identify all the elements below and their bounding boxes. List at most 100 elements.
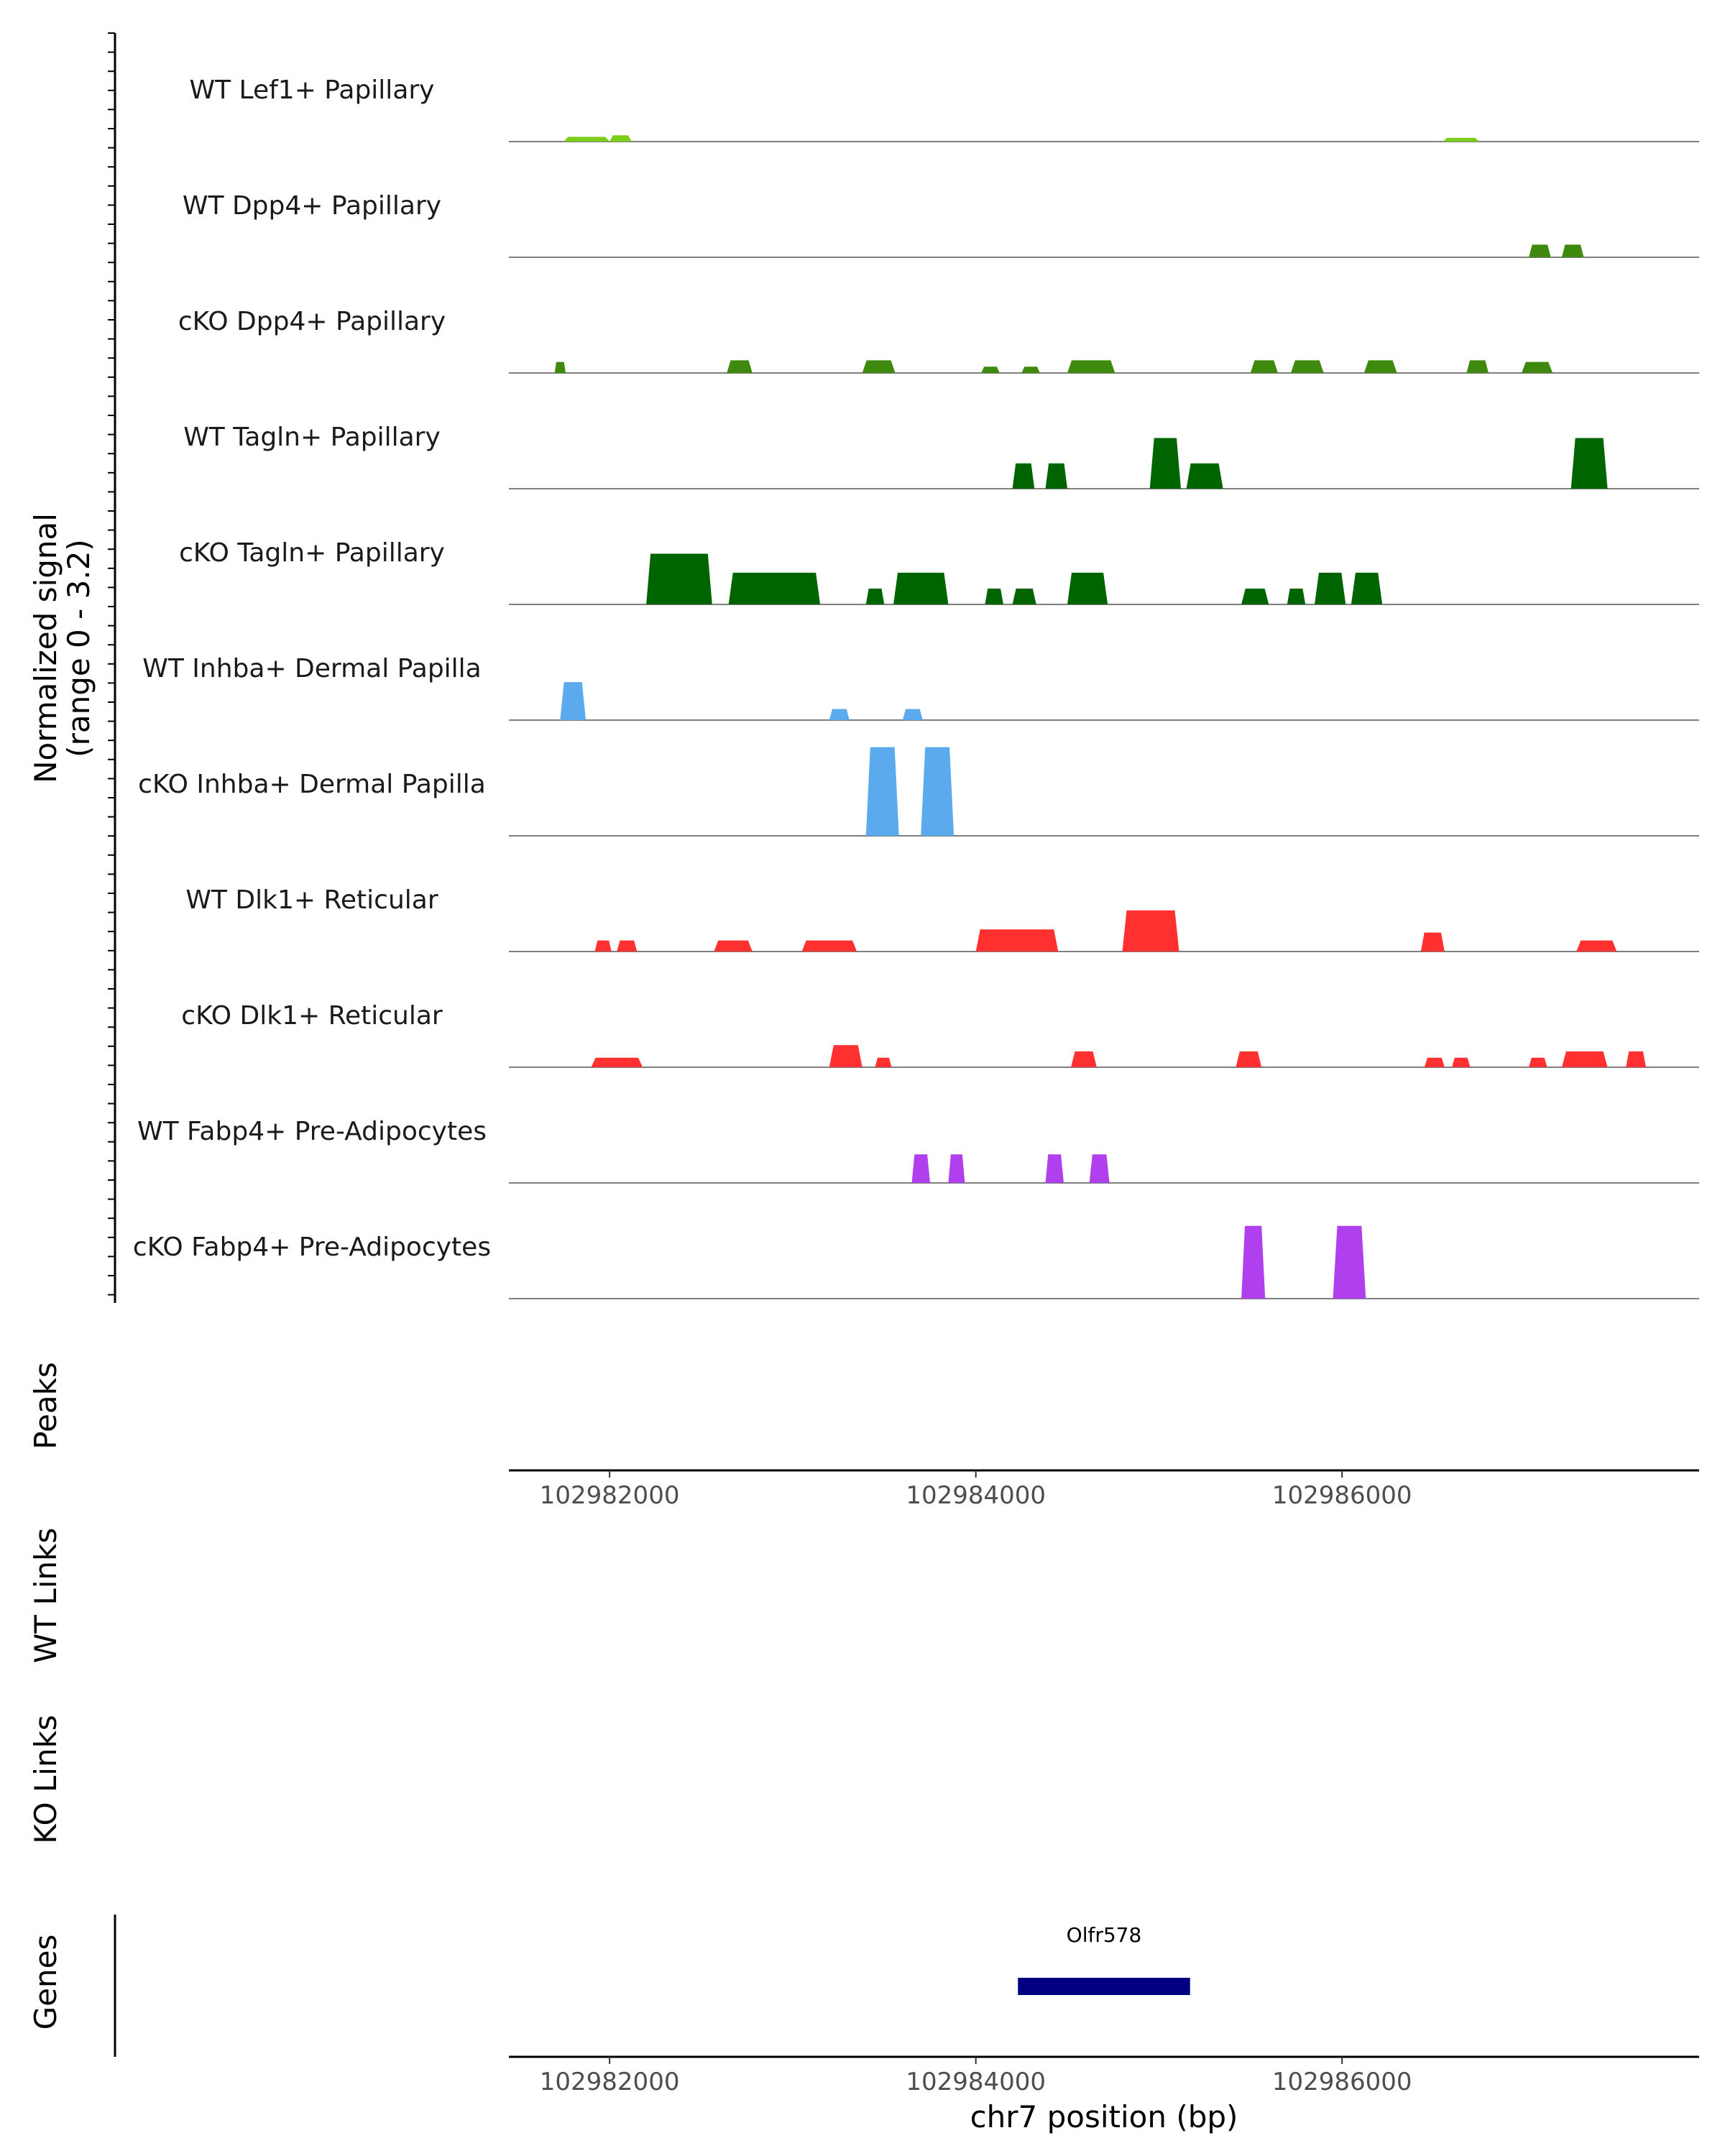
track-8: WT Dlk1+ Reticular (185, 885, 1699, 952)
signal-peak (1290, 360, 1324, 373)
signal-peak (1067, 360, 1116, 373)
signal-peak (801, 940, 857, 952)
signal-peak (591, 1057, 643, 1067)
signal-peak (829, 709, 850, 720)
track-label: WT Lef1+ Papillary (190, 75, 435, 105)
signal-peak (1452, 1057, 1471, 1067)
signal-peak (1529, 244, 1551, 257)
coverage-tracks: WT Lef1+ Papillary WT Dpp4+ Papillary cKO … (133, 75, 1699, 1299)
signal-peak (911, 1154, 930, 1183)
signal-peak (1420, 932, 1445, 952)
signal-peak (1089, 1154, 1110, 1183)
track-label: cKO Dlk1+ Reticular (181, 1001, 443, 1031)
signal-peak (1466, 360, 1489, 373)
signal-peak (610, 135, 632, 142)
genes-track: Olfr578 (1018, 1923, 1190, 1995)
signal-peak (875, 1057, 892, 1067)
x-tick-label: 102984000 (906, 2068, 1046, 2096)
track-9: cKO Dlk1+ Reticular (181, 1001, 1699, 1068)
signal-peak (1363, 360, 1397, 373)
track-11: cKO Fabp4+ Pre-Adipocytes (133, 1225, 1699, 1299)
signal-peak (865, 589, 885, 604)
track-label: cKO Inhba+ Dermal Papilla (138, 770, 486, 799)
signal-peak (1333, 1225, 1366, 1299)
track-5: cKO Tagln+ Papillary (179, 538, 1699, 605)
x-tick-label: 102986000 (1272, 2068, 1412, 2096)
signal-peak (865, 747, 899, 836)
signal-peak (985, 589, 1003, 604)
track-4: WT Tagln+ Papillary (183, 423, 1699, 489)
signal-peak (1186, 463, 1223, 489)
track-2: WT Dpp4+ Papillary (183, 191, 1699, 258)
signal-peak (1012, 589, 1036, 604)
x-tick-label: 102986000 (1272, 1481, 1412, 1510)
signal-peak (975, 929, 1059, 952)
signal-peak (728, 572, 821, 604)
signal-peak (1250, 360, 1278, 373)
track-label: WT Dpp4+ Papillary (183, 191, 441, 221)
signal-peak (1236, 1051, 1262, 1067)
signal-peak (1576, 940, 1617, 952)
signal-peak (1149, 438, 1181, 489)
ko-links-section-label: KO Links (28, 1715, 63, 1844)
signal-peak (1570, 438, 1608, 489)
peaks-section-label: Peaks (28, 1362, 63, 1450)
signal-peak (862, 360, 896, 373)
signal-peak (1241, 1225, 1266, 1299)
signal-peak (594, 940, 612, 952)
x-tick-label: 102982000 (540, 2068, 680, 2096)
signal-peak (646, 553, 712, 604)
signal-peak (921, 747, 954, 836)
signal-peak (1071, 1051, 1097, 1067)
track-label: WT Fabp4+ Pre-Adipocytes (137, 1117, 487, 1146)
x-tick-label: 102984000 (906, 1481, 1046, 1510)
signal-peak (714, 940, 753, 952)
signal-peak (1045, 1154, 1064, 1183)
signal-peak (727, 360, 753, 373)
signal-peak (560, 682, 586, 720)
signal-peak (1067, 572, 1108, 604)
track-10: WT Fabp4+ Pre-Adipocytes (137, 1117, 1699, 1184)
track-label: WT Dlk1+ Reticular (185, 885, 438, 915)
signal-peak (1626, 1051, 1647, 1067)
signal-peak (1045, 463, 1067, 489)
signal-peak (902, 709, 923, 720)
signal-peak (893, 572, 949, 604)
track-label: WT Tagln+ Papillary (183, 423, 441, 452)
signal-peak (564, 137, 610, 142)
signal-peak (1521, 361, 1553, 373)
signal-peak (1241, 589, 1269, 604)
x-axis-title: chr7 position (bp) (970, 2099, 1238, 2134)
signal-peak (1561, 244, 1584, 257)
track-1: WT Lef1+ Papillary (190, 75, 1699, 142)
signal-peak (1012, 463, 1035, 489)
track-7: cKO Inhba+ Dermal Papilla (138, 747, 1699, 837)
signal-peak (1443, 137, 1480, 142)
gene-label: Olfr578 (1067, 1923, 1142, 1947)
gene-body (1018, 1978, 1190, 1995)
peaks-x-axis-ticks: 102982000 102984000 102986000 (540, 1470, 1412, 1510)
track-6: WT Inhba+ Dermal Papilla (142, 654, 1699, 721)
y-axis-label-line2: (range 0 - 3.2) (61, 539, 96, 757)
signal-peak (617, 940, 638, 952)
y-axis-label-line1: Normalized signal (28, 513, 63, 783)
genes-section-label: Genes (28, 1935, 63, 2030)
signal-peak (1529, 1057, 1547, 1067)
signal-peak (1122, 910, 1179, 952)
signal-peak (554, 361, 566, 373)
wt-links-section-label: WT Links (28, 1528, 63, 1663)
x-tick-label: 102982000 (540, 1481, 680, 1510)
track-label: cKO Fabp4+ Pre-Adipocytes (133, 1233, 491, 1262)
signal-peak (1351, 572, 1383, 604)
signal-peak (1561, 1051, 1608, 1067)
track-label: cKO Tagln+ Papillary (179, 538, 445, 568)
signal-peak (1021, 367, 1040, 373)
signal-peak (1287, 589, 1306, 604)
signal-y-axis (108, 32, 116, 1303)
signal-peak (829, 1045, 862, 1067)
signal-peak (1315, 572, 1346, 604)
track-3: cKO Dpp4+ Papillary (178, 307, 1699, 374)
track-label: cKO Dpp4+ Papillary (178, 307, 446, 336)
signal-peak (981, 367, 1000, 373)
